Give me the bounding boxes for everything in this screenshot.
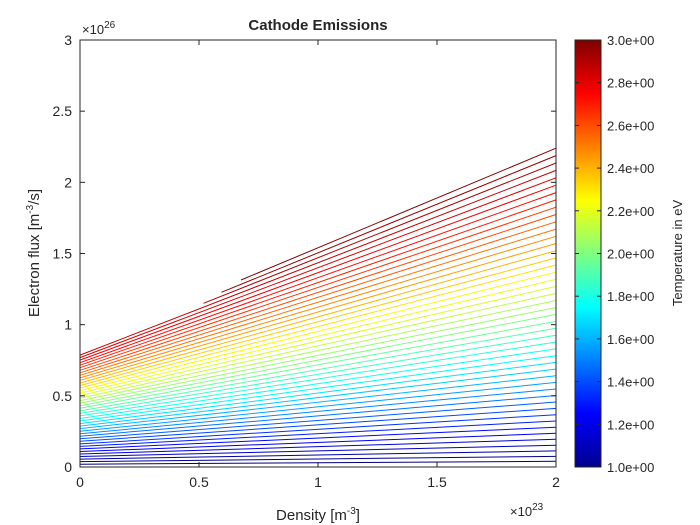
contour-line bbox=[79, 199, 557, 366]
contour-line bbox=[79, 300, 557, 402]
y-tick-label: 0.5 bbox=[53, 388, 73, 404]
colorbar-tick-label: 2.8e+00 bbox=[607, 76, 654, 91]
y-tick-label: 2 bbox=[64, 174, 72, 190]
contour-line bbox=[79, 292, 557, 399]
contour-line bbox=[240, 147, 557, 281]
contour-line bbox=[79, 334, 557, 414]
y-tick-label: 2.5 bbox=[53, 103, 73, 119]
contour-line bbox=[79, 426, 557, 450]
contour-line bbox=[79, 214, 557, 371]
contour-line bbox=[79, 221, 557, 374]
contour-line bbox=[79, 278, 557, 394]
plot-area-frame bbox=[79, 39, 557, 468]
contour-line bbox=[79, 414, 557, 445]
contour-line bbox=[79, 285, 557, 397]
x-tick-label: 0 bbox=[76, 474, 84, 490]
contour-line bbox=[79, 327, 557, 412]
contour-line bbox=[79, 450, 557, 460]
x-exponent-label: ×1023 bbox=[510, 502, 544, 519]
colorbar-tick-label: 1.6e+00 bbox=[607, 332, 654, 347]
contour-line bbox=[79, 320, 557, 409]
colorbar-tick-label: 2.6e+00 bbox=[607, 118, 654, 133]
contour-lines bbox=[79, 147, 557, 465]
y-axis-label: Electron flux [m-3/s] bbox=[25, 189, 43, 317]
contour-line bbox=[79, 307, 557, 404]
contour-line bbox=[79, 177, 557, 359]
y-tick-label: 1 bbox=[64, 317, 72, 333]
contour-line bbox=[79, 444, 557, 457]
contour-line bbox=[79, 192, 557, 364]
contour-line bbox=[203, 162, 557, 304]
colorbar bbox=[574, 39, 602, 468]
colorbar-tick-label: 3.0e+00 bbox=[607, 33, 654, 48]
colorbar-tick-label: 1.8e+00 bbox=[607, 289, 654, 304]
contour-line bbox=[79, 228, 557, 376]
contour-line bbox=[79, 250, 557, 384]
contour-line bbox=[221, 155, 557, 293]
colorbar-tick-label: 2.0e+00 bbox=[607, 247, 654, 262]
contour-line bbox=[79, 381, 557, 432]
colorbar-tick-label: 2.4e+00 bbox=[607, 161, 654, 176]
contour-line bbox=[79, 169, 557, 356]
contour-line bbox=[79, 264, 557, 389]
colorbar-tick-label: 2.2e+00 bbox=[607, 204, 654, 219]
x-tick-label: 1.5 bbox=[427, 474, 447, 490]
colorbar-tick-label: 1.2e+00 bbox=[607, 417, 654, 432]
contour-line bbox=[79, 206, 557, 369]
chart-title: Cathode Emissions bbox=[248, 17, 387, 34]
contour-line bbox=[79, 432, 557, 452]
contour-line bbox=[79, 361, 557, 425]
contour-line bbox=[79, 455, 557, 463]
x-tick-label: 1 bbox=[314, 474, 322, 490]
contour-line bbox=[79, 388, 557, 435]
contour-line bbox=[79, 348, 557, 419]
contour-line bbox=[79, 235, 557, 379]
contour-line bbox=[79, 313, 557, 407]
contour-line bbox=[79, 438, 557, 455]
x-tick-label: 2 bbox=[552, 474, 560, 490]
contour-line bbox=[79, 271, 557, 392]
contour-line bbox=[79, 355, 557, 422]
colorbar-tick-label: 1.4e+00 bbox=[607, 375, 654, 390]
x-axis: 0 0.5 1 1.5 2 bbox=[76, 40, 560, 490]
colorbar-tick-label: 1.0e+00 bbox=[607, 460, 654, 475]
contour-line bbox=[79, 375, 557, 430]
x-axis-label: Density [m-3] bbox=[276, 506, 360, 524]
contour-line bbox=[79, 395, 557, 437]
y-tick-label: 0 bbox=[64, 459, 72, 475]
contour-line bbox=[79, 401, 557, 440]
y-axis: 0 0.5 1 1.5 2 2.5 3 bbox=[53, 32, 556, 475]
x-tick-label: 0.5 bbox=[189, 474, 209, 490]
y-tick-label: 3 bbox=[64, 32, 72, 48]
contour-line bbox=[79, 420, 557, 447]
contour-line bbox=[79, 407, 557, 442]
y-tick-label: 1.5 bbox=[53, 246, 73, 262]
contour-line bbox=[79, 368, 557, 427]
contour-line bbox=[79, 243, 557, 381]
y-exponent-label: ×1026 bbox=[82, 20, 116, 37]
colorbar-label: Temperature in eV bbox=[670, 200, 685, 307]
colorbar-ticks: 1.0e+00 1.2e+00 1.4e+00 1.6e+00 1.8e+00 2.0e+… bbox=[575, 33, 654, 475]
contour-line bbox=[79, 257, 557, 386]
contour-line bbox=[79, 341, 557, 417]
contour-line bbox=[79, 184, 557, 361]
